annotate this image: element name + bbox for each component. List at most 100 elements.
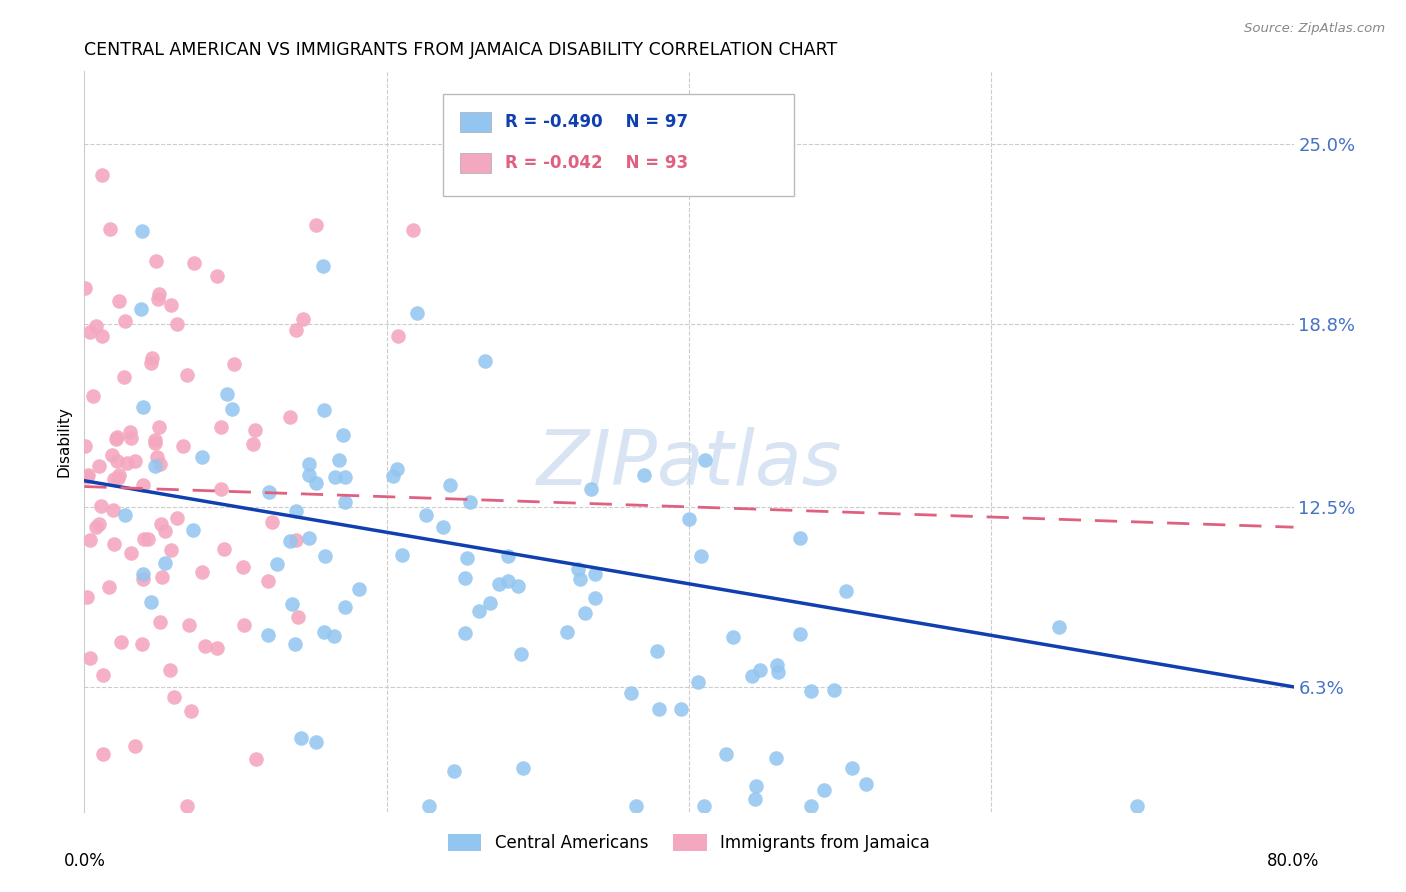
Point (87, 516, 110, 531)
Point (103, 472, 125, 486)
Point (568, 572, 591, 586)
Point (166, 511, 188, 525)
Point (323, 629, 346, 643)
Point (245, 752, 267, 766)
Point (110, 635, 132, 649)
Point (291, 312, 314, 326)
Point (90, 499, 112, 513)
Point (108, 467, 131, 482)
Point (214, 541, 236, 556)
Point (281, 597, 304, 611)
Point (297, 532, 319, 546)
Point (439, 478, 461, 492)
Point (287, 610, 309, 624)
Text: ZIPatlas: ZIPatlas (536, 426, 842, 500)
Point (79, 533, 101, 548)
Point (454, 571, 477, 585)
Text: R = -0.490    N = 97: R = -0.490 N = 97 (505, 113, 688, 131)
Point (332, 428, 354, 442)
Point (90, 329, 112, 343)
Point (257, 485, 280, 500)
Point (671, 702, 693, 716)
Point (191, 565, 214, 579)
Point (75, 439, 97, 453)
Point (744, 779, 766, 793)
Point (855, 777, 877, 791)
Point (120, 431, 142, 445)
Point (458, 495, 481, 509)
Point (79, 650, 101, 665)
Point (103, 537, 125, 551)
Point (585, 591, 607, 605)
Point (131, 637, 153, 651)
Point (579, 482, 602, 496)
Point (285, 504, 308, 518)
Point (648, 701, 671, 715)
Point (103, 503, 125, 517)
Point (257, 574, 280, 589)
Point (479, 596, 502, 610)
Point (744, 792, 766, 806)
Point (574, 606, 596, 620)
Point (145, 433, 167, 447)
Text: CENTRAL AMERICAN VS IMMIGRANTS FROM JAMAICA DISABILITY CORRELATION CHART: CENTRAL AMERICAN VS IMMIGRANTS FROM JAMA… (84, 41, 838, 59)
Point (690, 549, 713, 563)
Point (619, 685, 641, 699)
Point (176, 368, 198, 382)
Point (148, 420, 170, 434)
Point (800, 683, 823, 698)
Point (314, 549, 336, 563)
Point (285, 323, 308, 337)
Point (153, 524, 176, 539)
Point (224, 357, 246, 371)
Point (107, 471, 129, 485)
Point (391, 548, 413, 562)
Point (305, 476, 328, 491)
Point (454, 626, 477, 640)
Point (79, 325, 101, 339)
Point (124, 454, 146, 468)
Point (141, 351, 163, 366)
Point (298, 468, 321, 483)
Point (290, 731, 312, 746)
Point (510, 648, 533, 662)
Point (132, 400, 155, 414)
Point (633, 468, 655, 483)
Point (402, 222, 425, 236)
Point (624, 798, 647, 813)
Point (159, 298, 181, 312)
Point (284, 533, 307, 547)
Point (100, 222, 122, 236)
Point (298, 457, 321, 471)
Point (335, 470, 357, 484)
Point (76, 590, 98, 604)
Point (177, 617, 200, 632)
Point (841, 761, 863, 775)
Point (506, 579, 529, 593)
Point (138, 532, 160, 546)
Point (766, 658, 789, 673)
Point (284, 637, 307, 651)
Point (583, 566, 606, 581)
Point (191, 450, 214, 465)
Point (245, 424, 267, 438)
Point (131, 224, 153, 238)
Point (496, 574, 519, 589)
Point (418, 798, 440, 813)
Point (385, 461, 408, 475)
Text: Source: ZipAtlas.com: Source: ZipAtlas.com (1244, 22, 1385, 36)
Point (567, 562, 589, 576)
Point (124, 739, 146, 753)
Point (120, 425, 142, 439)
Point (134, 532, 156, 546)
Point (163, 690, 186, 705)
Point (84, 520, 107, 534)
Point (496, 549, 519, 564)
Point (695, 452, 717, 467)
Point (105, 429, 128, 443)
Point (387, 329, 409, 343)
Point (678, 512, 700, 526)
Point (132, 478, 155, 492)
Point (114, 314, 136, 328)
Point (257, 628, 280, 642)
